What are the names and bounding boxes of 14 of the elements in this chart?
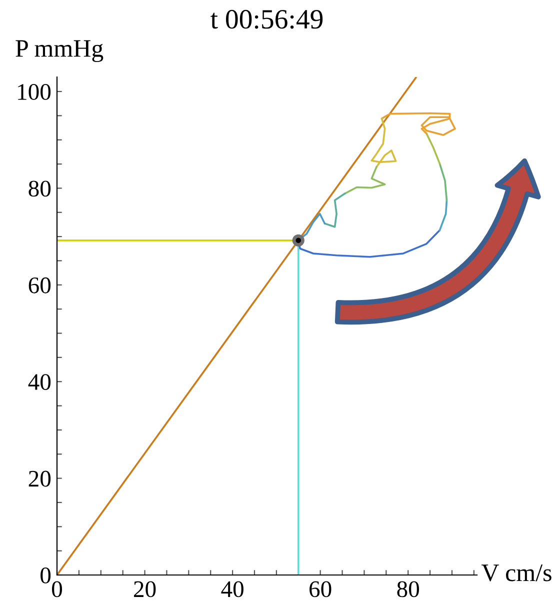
x-tick-label: 20: [134, 581, 156, 598]
y-tick-label: 100: [18, 84, 51, 100]
x-tick-label: 80: [397, 581, 420, 598]
y-tick-label: 60: [28, 277, 51, 294]
chart-title: t 00:56:49: [210, 10, 323, 29]
y-tick-label: 0: [40, 567, 51, 584]
x-tick-label: 0: [52, 581, 62, 598]
x-axis-title: V cm/s: [481, 564, 552, 582]
x-tick-label: 60: [310, 581, 332, 598]
y-axis-title: P mmHg: [16, 40, 104, 62]
y-tick-label: 80: [28, 180, 51, 197]
y-tick-label: 40: [28, 374, 51, 390]
x-tick-label: 40: [221, 581, 244, 598]
y-tick-label: 20: [28, 470, 51, 487]
